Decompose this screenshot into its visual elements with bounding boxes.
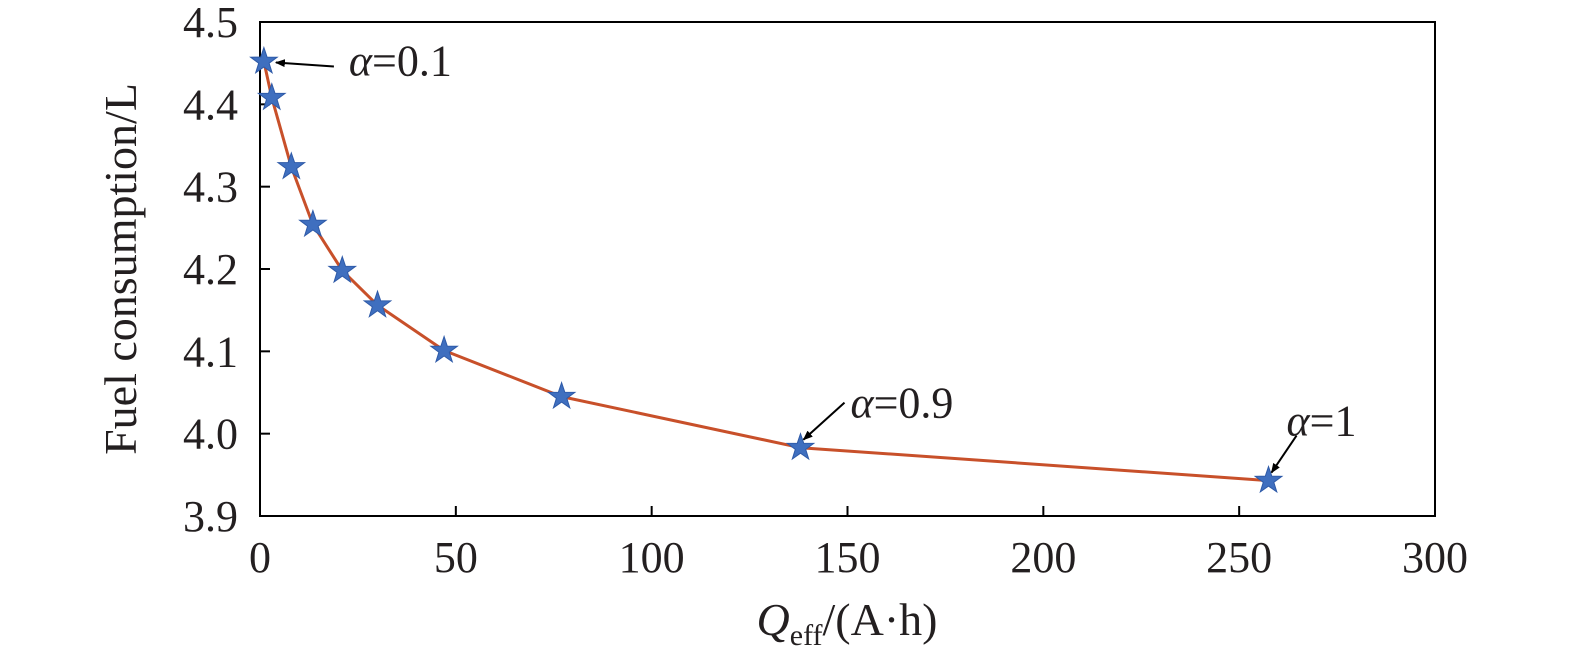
x-axis-title-subscript: eff (790, 619, 823, 652)
series-markers-group (249, 45, 1284, 494)
data-point-star (256, 82, 287, 111)
annotation-symbol: α (1287, 397, 1311, 446)
data-point-star (249, 45, 279, 75)
plot-frame (259, 21, 1436, 517)
annotation-arrow (802, 401, 846, 441)
annotation-value: =0.9 (874, 379, 954, 428)
data-point-star (429, 334, 459, 364)
y-tick-label: 4.2 (183, 245, 238, 294)
x-tick-label: 150 (815, 533, 881, 582)
y-axis-ticks: 3.9 4.0 4.1 4.2 4.3 4.4 4.5 (183, 0, 270, 541)
annotation-value: =0.1 (372, 37, 452, 86)
annotation-arrow (274, 59, 334, 68)
x-tick-label: 300 (1402, 533, 1468, 582)
series-line-group (262, 61, 1269, 483)
annotation-value: =1 (1310, 397, 1357, 446)
x-axis-ticks: 0 50 100 150 200 250 300 (249, 506, 1468, 582)
y-tick-label: 4.4 (183, 80, 238, 129)
x-tick-label: 0 (249, 533, 271, 582)
annotation-symbol: α (349, 37, 373, 86)
annotation-symbol: α (851, 379, 875, 428)
annotation-label: α=0.1 (349, 37, 452, 86)
x-tick-label: 50 (434, 533, 478, 582)
x-tick-label: 250 (1206, 533, 1272, 582)
annotation-label: α=0.9 (851, 379, 954, 428)
y-tick-label: 4.0 (183, 410, 238, 459)
x-axis-title-unit: /(A·h) (823, 594, 938, 645)
data-point-star (1253, 465, 1284, 494)
y-tick-label: 3.9 (183, 492, 238, 541)
x-axis-title: Qeff/(A·h) (757, 594, 938, 652)
annotations-group: α=0.1α=0.9 α=1 (274, 37, 1357, 474)
annotation-arrow (1270, 435, 1298, 474)
y-tick-label: 4.3 (183, 163, 238, 212)
data-point-star (362, 289, 393, 318)
data-point-star (298, 208, 328, 238)
x-tick-label: 200 (1010, 533, 1076, 582)
data-point-star (785, 432, 816, 461)
y-axis-title: Fuel consumption/L (95, 83, 146, 455)
y-tick-label: 4.5 (183, 0, 238, 47)
y-tick-label: 4.1 (183, 327, 238, 376)
data-point-star (327, 255, 358, 284)
x-tick-label: 100 (619, 533, 685, 582)
x-axis-title-symbol: Q (757, 594, 790, 645)
data-point-star (276, 151, 307, 180)
series-line (262, 61, 1269, 483)
annotation-label: α=1 (1287, 397, 1357, 446)
data-point-star (546, 381, 577, 410)
